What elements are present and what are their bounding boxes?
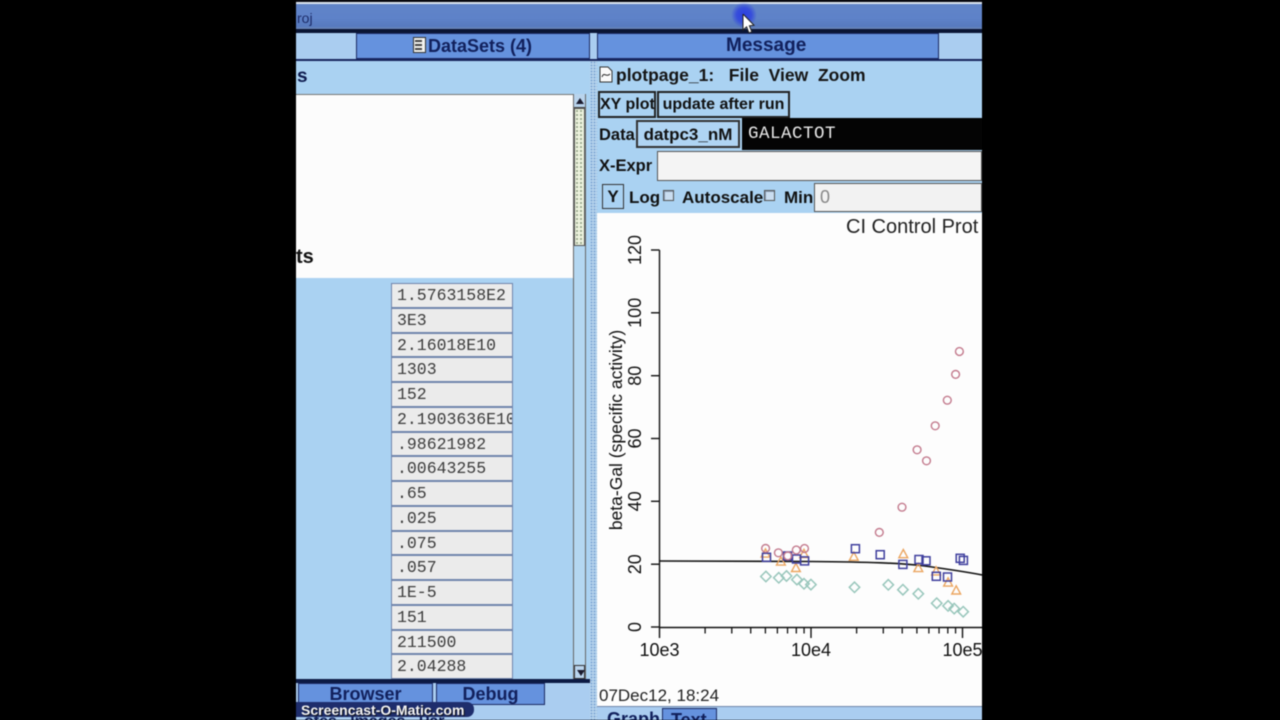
svg-text:10e3: 10e3 bbox=[639, 640, 679, 660]
svg-text:60: 60 bbox=[625, 428, 645, 448]
svg-text:10e5: 10e5 bbox=[942, 640, 982, 660]
svg-text:120: 120 bbox=[625, 235, 645, 265]
svg-text:80: 80 bbox=[625, 366, 645, 386]
svg-text:beta-Gal (specific activity): beta-Gal (specific activity) bbox=[606, 330, 626, 530]
svg-text:40: 40 bbox=[625, 491, 645, 511]
svg-text:100: 100 bbox=[625, 298, 645, 328]
svg-text:10e4: 10e4 bbox=[791, 640, 831, 660]
svg-text:20: 20 bbox=[625, 554, 645, 574]
svg-text:0: 0 bbox=[625, 622, 645, 632]
